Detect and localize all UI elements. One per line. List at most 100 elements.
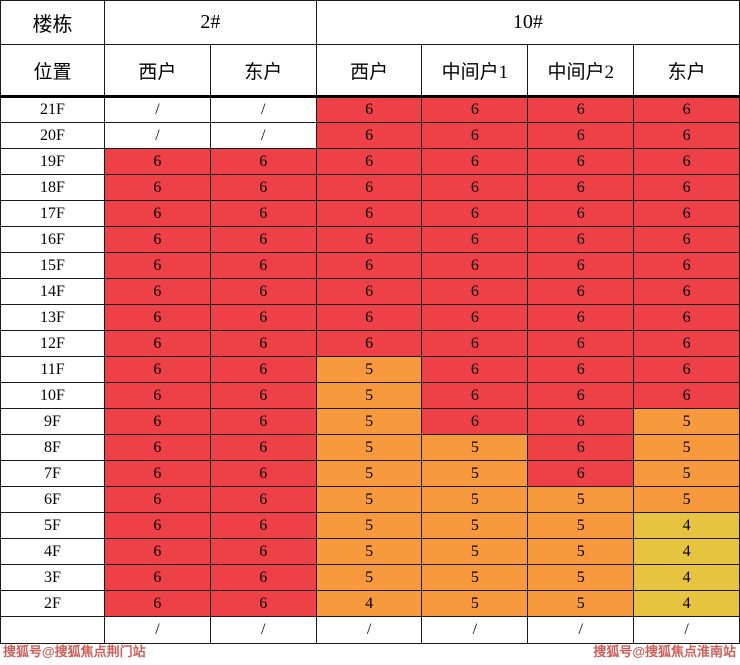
- column-header: 中间户2: [527, 44, 635, 98]
- value-cell: 6: [421, 122, 529, 149]
- value-cell: 6: [315, 200, 423, 227]
- value-cell: 5: [315, 564, 423, 591]
- value-cell: 6: [209, 408, 317, 435]
- value-cell: 6: [527, 382, 635, 409]
- value-cell: 6: [209, 356, 317, 383]
- value-cell: 6: [315, 174, 423, 201]
- table-row: 6F 6 6 5 5 5 5: [0, 486, 740, 513]
- table-row: 9F 6 6 5 6 6 5: [0, 408, 740, 435]
- value-cell: 6: [421, 200, 529, 227]
- value-cell: 6: [527, 148, 635, 175]
- floor-label: 7F: [0, 460, 105, 487]
- floor-label: 6F: [0, 486, 105, 513]
- value-cell: 5: [315, 434, 423, 461]
- value-cell: 5: [527, 538, 635, 565]
- value-cell: 6: [633, 174, 740, 201]
- value-cell: 6: [315, 278, 423, 305]
- table-row: 12F 6 6 6 6 6 6: [0, 330, 740, 357]
- value-cell: 5: [633, 486, 740, 513]
- value-cell: 6: [633, 122, 740, 149]
- value-cell: 6: [633, 252, 740, 279]
- value-cell: /: [104, 616, 211, 644]
- value-cell: 6: [209, 330, 317, 357]
- floor-label: 18F: [0, 174, 105, 201]
- value-cell: 5: [527, 564, 635, 591]
- value-cell: 6: [104, 304, 211, 331]
- building-group-10: 10#: [315, 0, 740, 45]
- value-cell: 5: [527, 590, 635, 617]
- value-cell: 6: [104, 512, 211, 539]
- table-row: 15F 6 6 6 6 6 6: [0, 252, 740, 279]
- value-cell: 5: [421, 460, 529, 487]
- value-cell: 6: [633, 278, 740, 305]
- value-cell: 6: [527, 304, 635, 331]
- value-cell: 6: [104, 486, 211, 513]
- value-cell: 6: [209, 252, 317, 279]
- value-cell: 6: [633, 148, 740, 175]
- floor-label: [0, 616, 105, 644]
- value-cell: 6: [527, 252, 635, 279]
- table-row: 3F 6 6 5 5 5 4: [0, 564, 740, 591]
- value-cell: 6: [527, 460, 635, 487]
- value-cell: 6: [527, 408, 635, 435]
- value-cell: 6: [527, 330, 635, 357]
- value-cell: 6: [315, 226, 423, 253]
- value-cell: 6: [104, 200, 211, 227]
- value-cell: 6: [421, 330, 529, 357]
- value-cell: /: [209, 96, 317, 123]
- value-cell: 6: [209, 304, 317, 331]
- floor-label: 8F: [0, 434, 105, 461]
- value-cell: 6: [209, 226, 317, 253]
- floor-label: 13F: [0, 304, 105, 331]
- value-cell: 5: [421, 512, 529, 539]
- value-cell: 6: [633, 330, 740, 357]
- floor-label: 16F: [0, 226, 105, 253]
- value-cell: 6: [633, 96, 740, 123]
- value-cell: /: [527, 616, 635, 644]
- value-cell: 6: [104, 148, 211, 175]
- floor-label: 12F: [0, 330, 105, 357]
- value-cell: 4: [633, 512, 740, 539]
- table-row: 11F 6 6 5 6 6 6: [0, 356, 740, 383]
- value-cell: 5: [527, 512, 635, 539]
- value-cell: 6: [104, 226, 211, 253]
- header-column-row: 位置 西户 东户 西户 中间户1 中间户2 东户: [0, 44, 740, 98]
- table-row: 21F //6 6 6 6: [0, 96, 740, 123]
- floor-label: 4F: [0, 538, 105, 565]
- table-row: 2F 6 6 4 5 5 4: [0, 590, 740, 617]
- column-header: 西户: [315, 44, 423, 98]
- value-cell: 6: [209, 434, 317, 461]
- value-cell: 6: [209, 148, 317, 175]
- header-group-row: 楼栋 2# 10#: [0, 0, 740, 45]
- value-cell: 5: [421, 564, 529, 591]
- value-cell: 6: [421, 96, 529, 123]
- value-cell: /: [421, 616, 529, 644]
- column-header: 东户: [633, 44, 740, 98]
- value-cell: 6: [527, 96, 635, 123]
- table-row: 19F 6 6 6 6 6 6: [0, 148, 740, 175]
- floor-label: 5F: [0, 512, 105, 539]
- value-cell: 6: [209, 486, 317, 513]
- value-cell: 6: [633, 304, 740, 331]
- value-cell: 6: [104, 564, 211, 591]
- value-cell: 4: [633, 564, 740, 591]
- floor-label: 3F: [0, 564, 105, 591]
- value-cell: /: [633, 616, 740, 644]
- column-header: 中间户1: [421, 44, 529, 98]
- column-header: 东户: [209, 44, 317, 98]
- value-cell: 6: [421, 174, 529, 201]
- value-cell: 6: [104, 278, 211, 305]
- value-cell: 5: [315, 408, 423, 435]
- value-cell: 6: [315, 122, 423, 149]
- value-cell: 6: [421, 408, 529, 435]
- value-cell: 6: [209, 512, 317, 539]
- table-row: 18F 6 6 6 6 6 6: [0, 174, 740, 201]
- column-header: 西户: [104, 44, 211, 98]
- value-cell: 6: [104, 434, 211, 461]
- table-row: 8F 6 6 5 5 6 5: [0, 434, 740, 461]
- floor-label: 10F: [0, 382, 105, 409]
- table-row: 4F 6 6 5 5 5 4: [0, 538, 740, 565]
- value-cell: /: [209, 616, 317, 644]
- value-cell: 6: [421, 382, 529, 409]
- value-cell: 6: [104, 174, 211, 201]
